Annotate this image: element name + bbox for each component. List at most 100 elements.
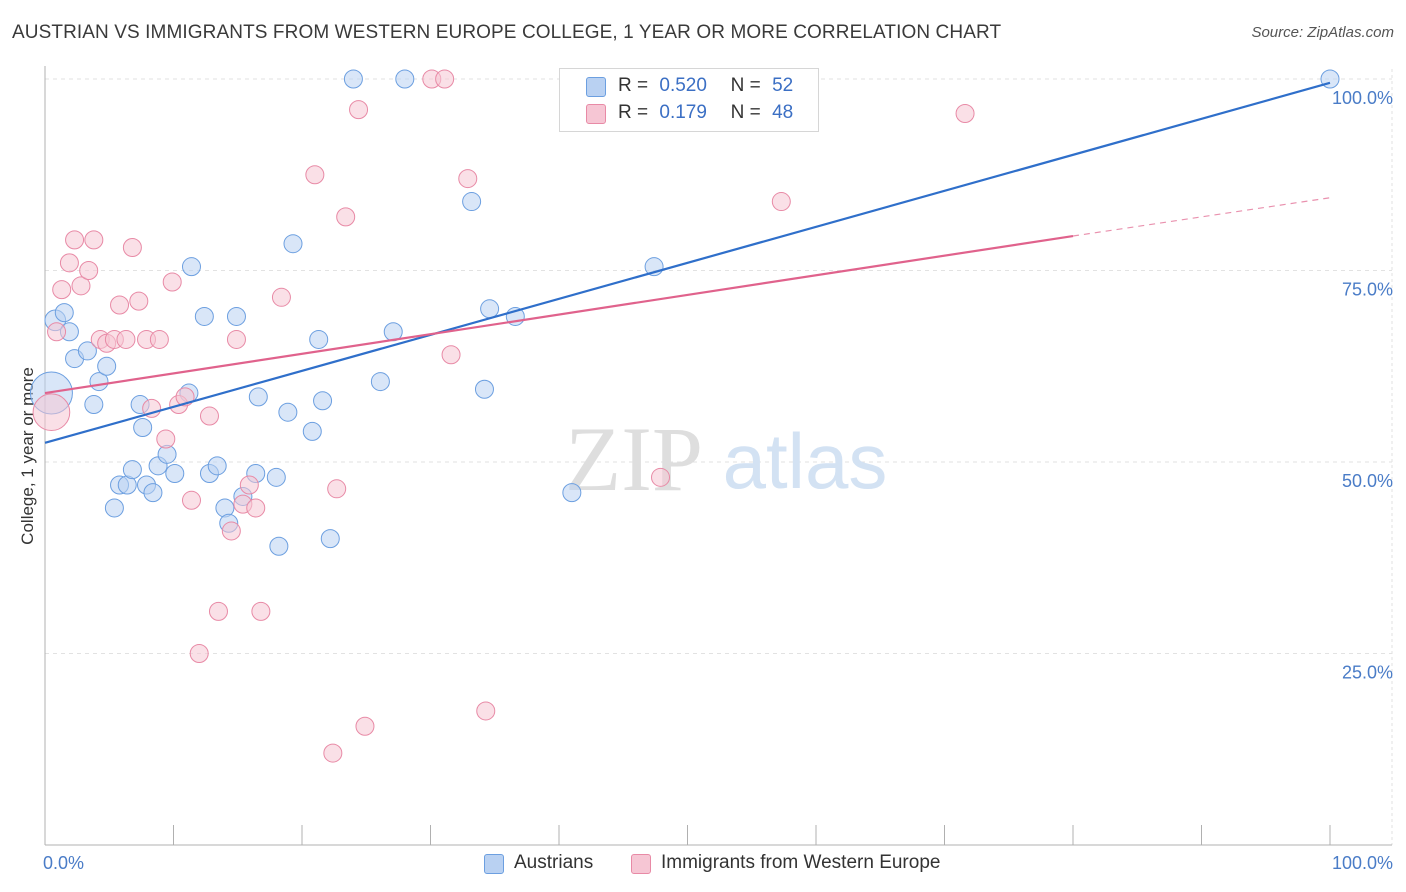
watermark-zip: ZIP: [565, 408, 703, 510]
point-s0-5: [77, 341, 97, 361]
immigrants-legend-swatch: [631, 854, 651, 874]
legend-r-label: R =: [618, 102, 649, 123]
point-s0-38: [320, 529, 340, 549]
point-s0-12: [122, 460, 142, 480]
point-s1-42: [458, 169, 478, 189]
point-s1-17: [149, 329, 169, 349]
point-s1-37: [349, 100, 369, 120]
austrians-legend-label: Austrians: [514, 852, 594, 873]
y-tick-label-50: 50.0%: [1342, 471, 1393, 491]
trend-line-s1: [44, 234, 1074, 395]
point-s1-5: [71, 276, 91, 296]
legend-r-value: 0.179: [659, 102, 707, 123]
point-s0-40: [370, 372, 390, 392]
point-s0-39: [343, 69, 363, 89]
point-s0-34: [283, 234, 303, 254]
immigrants-legend-label: Immigrants from Western Europe: [661, 852, 941, 873]
point-s0-27: [226, 306, 246, 326]
point-s1-30: [246, 498, 266, 518]
point-s1-22: [181, 490, 201, 510]
point-s0-30: [248, 387, 268, 407]
point-s0-31: [266, 467, 286, 487]
point-s1-41: [441, 345, 461, 365]
point-s0-16: [143, 483, 163, 503]
point-s0-19: [165, 463, 185, 483]
legend-n-label: N =: [730, 102, 761, 123]
point-s1-11: [110, 295, 130, 315]
point-s0-43: [462, 192, 482, 212]
point-s0-6: [84, 395, 104, 415]
point-s1-19: [162, 272, 182, 292]
point-s1-35: [327, 479, 347, 499]
point-s0-37: [313, 391, 333, 411]
point-s1-1: [47, 322, 67, 342]
point-s1-43: [476, 701, 496, 721]
point-s1-26: [221, 521, 241, 541]
point-s1-38: [355, 716, 375, 736]
point-s0-42: [395, 69, 415, 89]
point-s0-9: [104, 498, 124, 518]
point-s0-44: [474, 379, 494, 399]
legend-n-value: 52: [772, 75, 794, 96]
point-s1-6: [79, 261, 99, 280]
point-s1-32: [271, 287, 291, 307]
immigrants-swatch: [586, 104, 606, 124]
point-s1-29: [239, 475, 259, 495]
point-s1-45: [771, 192, 791, 212]
point-s0-24: [207, 456, 227, 476]
point-s0-47: [562, 483, 582, 503]
correlation-legend: R = 0.520 N = 52 R = 0.179 N = 48: [559, 68, 819, 132]
legend-n-label: N =: [730, 75, 761, 96]
point-s1-44: [651, 467, 671, 487]
point-s1-7: [84, 230, 104, 250]
chart-source: Source: ZipAtlas.com: [1251, 24, 1394, 41]
point-s1-34: [323, 743, 343, 763]
point-s1-4: [65, 230, 85, 250]
point-s1-40: [435, 69, 455, 89]
point-s0-2: [54, 303, 74, 323]
watermark-atlas: atlas: [723, 417, 888, 505]
point-s0-36: [309, 329, 329, 349]
point-s1-24: [199, 406, 219, 426]
point-s1-36: [336, 207, 356, 227]
point-s1-23: [189, 644, 209, 663]
point-s1-46: [955, 103, 975, 123]
data-points: [29, 69, 1340, 763]
watermark: ZIP atlas: [565, 408, 887, 510]
point-s1-31: [251, 601, 271, 621]
point-s1-14: [129, 291, 149, 311]
point-s1-13: [122, 238, 142, 258]
axes: [44, 66, 1392, 846]
point-s1-12: [116, 329, 136, 349]
trend-line-s0: [44, 81, 1331, 444]
point-s0-22: [194, 306, 214, 326]
point-s0-35: [302, 421, 322, 441]
point-s0-8: [97, 356, 117, 376]
gridlines: [45, 69, 1393, 845]
x-tick-label-min: 0.0%: [43, 853, 84, 873]
x-tick-label-max: 100.0%: [1332, 853, 1393, 873]
point-s1-0: [32, 393, 71, 432]
point-s1-25: [208, 601, 228, 621]
legend-n-value: 48: [772, 102, 794, 123]
point-s1-2: [52, 280, 72, 300]
chart-title: AUSTRIAN VS IMMIGRANTS FROM WESTERN EURO…: [12, 22, 1002, 43]
point-s0-33: [278, 402, 298, 422]
austrians-legend-swatch: [484, 854, 504, 874]
point-s1-27: [226, 329, 246, 349]
point-s1-16: [142, 398, 162, 418]
point-s0-14: [133, 418, 153, 438]
point-s1-3: [59, 253, 79, 273]
legend-r-value: 0.520: [659, 75, 707, 96]
y-tick-label-25: 25.0%: [1342, 663, 1393, 683]
y-tick-label-75: 75.0%: [1342, 280, 1393, 300]
trend-lines: [44, 81, 1331, 444]
y-tick-label-100: 100.0%: [1332, 88, 1393, 108]
point-s1-18: [156, 429, 176, 449]
point-s0-45: [480, 299, 500, 319]
legend-r-label: R =: [618, 75, 649, 96]
trend-line-dashed-s1: [1072, 197, 1331, 237]
point-s0-21: [181, 257, 201, 277]
point-s0-32: [269, 536, 289, 556]
